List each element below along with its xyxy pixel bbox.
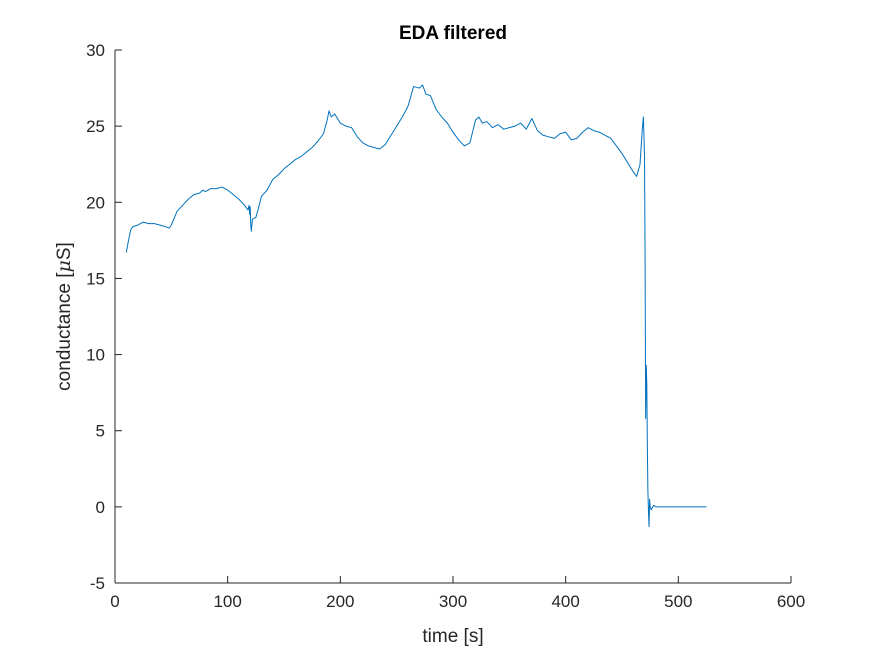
- y-axis-label: conductance [μS]: [53, 242, 75, 391]
- y-axis-label-mu: μ: [53, 260, 75, 272]
- y-tick-label: 0: [96, 498, 105, 517]
- y-tick-label: 15: [86, 269, 105, 288]
- y-tick-label: 5: [96, 422, 105, 441]
- y-tick-label: 10: [86, 346, 105, 365]
- series-line-1: [125, 84, 707, 528]
- x-tick-label: 200: [326, 592, 354, 611]
- x-tick-label: 400: [551, 592, 579, 611]
- plot-area: [115, 50, 791, 583]
- y-axis-label-prefix: conductance [: [54, 272, 75, 391]
- chart-title: EDA filtered: [399, 23, 507, 44]
- y-tick-label: 20: [86, 193, 105, 212]
- y-tick-label: 30: [86, 41, 105, 60]
- axis-tick-labels: 0 100 200 300 400 500 600 -5 0 5 10 15 20 25 30: [86, 41, 805, 611]
- x-tick-label: 0: [110, 592, 119, 611]
- axes-frame: [114, 50, 791, 584]
- plot-lines: [125, 84, 707, 528]
- x-axis-label: time [s]: [422, 626, 483, 647]
- axis-ticks: [114, 49, 792, 584]
- y-tick-label: 25: [86, 117, 105, 136]
- x-tick-label: 600: [777, 592, 805, 611]
- y-tick-label: -5: [90, 574, 105, 593]
- x-tick-label: 500: [664, 592, 692, 611]
- x-tick-label: 100: [213, 592, 241, 611]
- x-tick-label: 300: [439, 592, 467, 611]
- y-axis-label-suffix: S]: [54, 242, 75, 260]
